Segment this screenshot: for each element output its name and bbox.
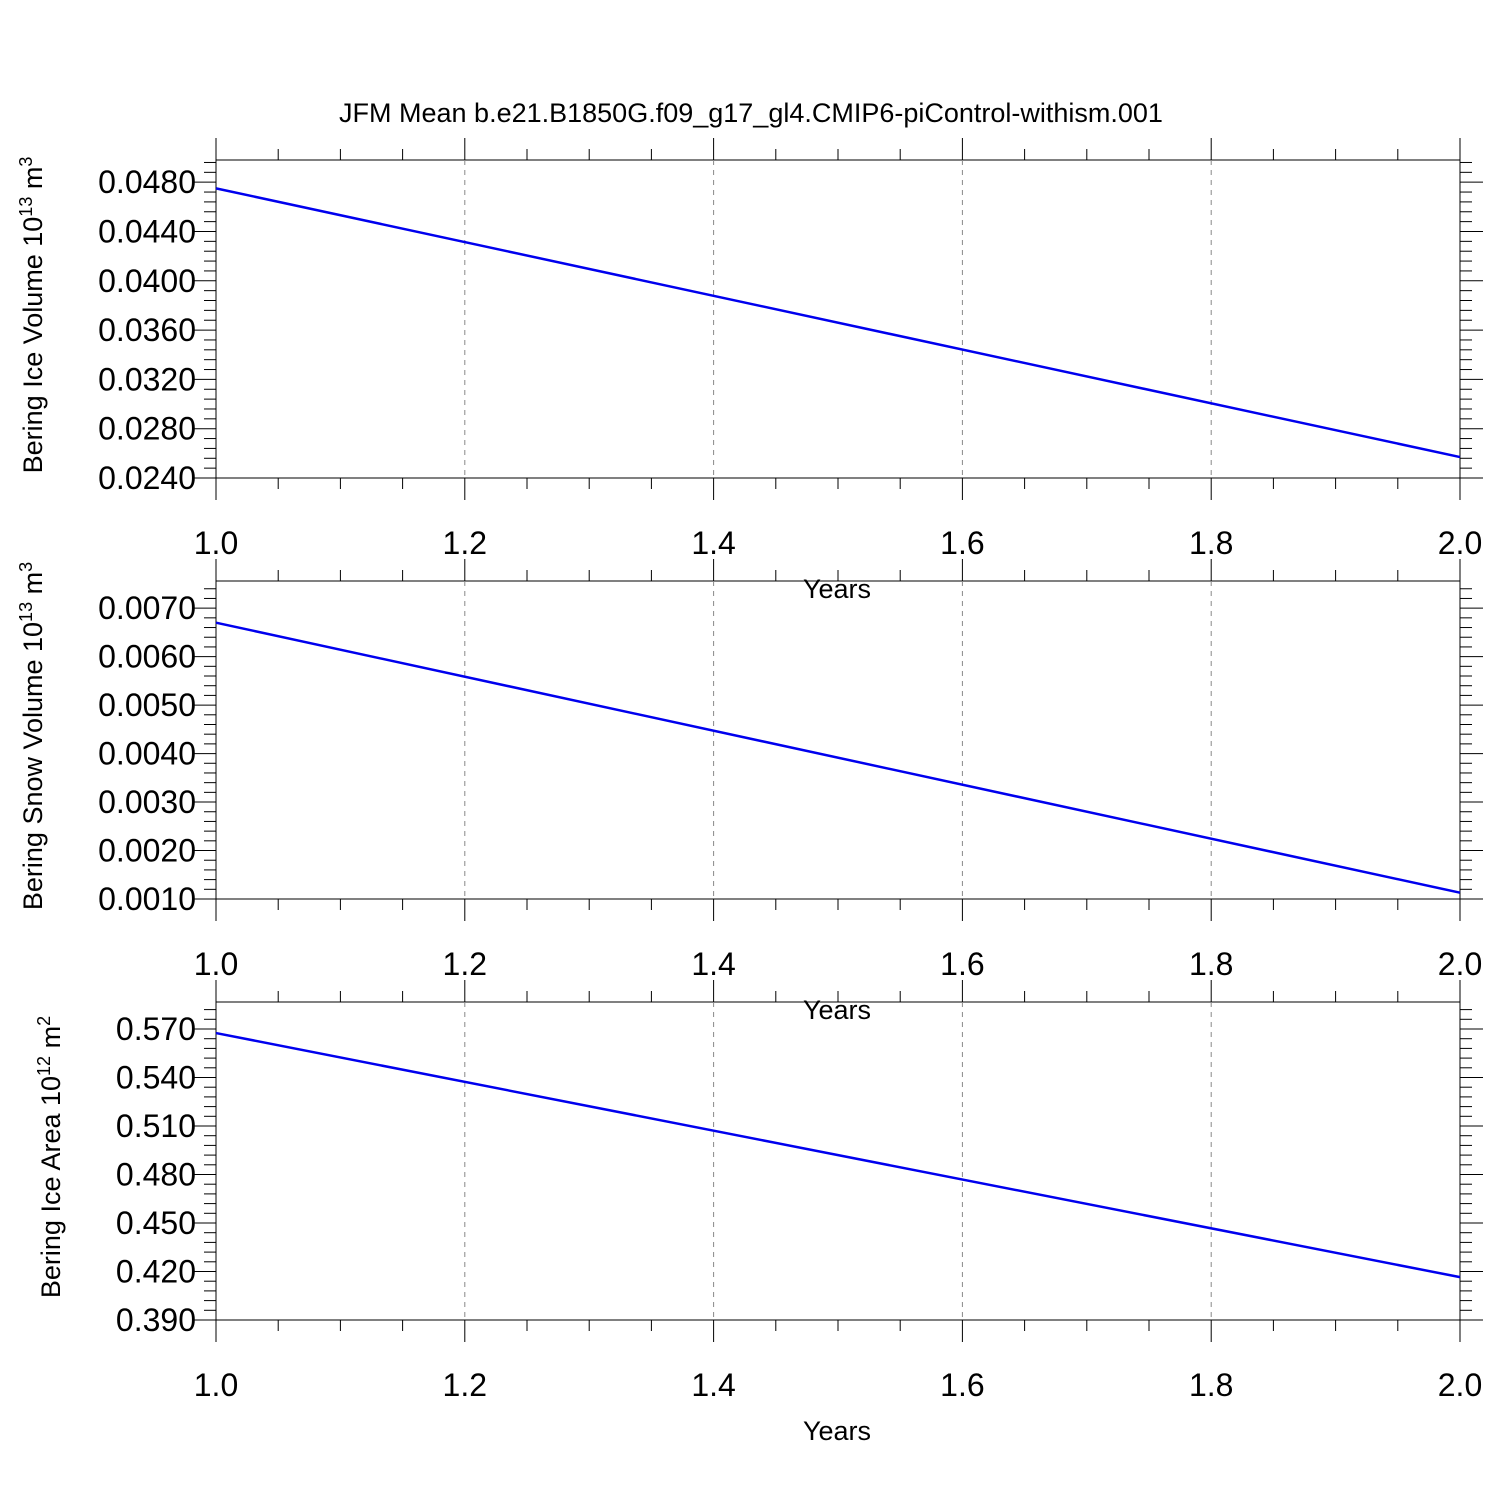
y-tick-label: 0.510 <box>116 1108 196 1144</box>
y-tick-label: 0.540 <box>116 1059 196 1095</box>
chart-panel-2: 1.0 1.2 1.4 1.6 1.8 2.0 0.0010 0.0020 0.0030 0.00… <box>16 559 1483 1025</box>
x-tick-label: 2.0 <box>1438 525 1482 561</box>
figure-title: JFM Mean b.e21.B1850G.f09_g17_gl4.CMIP6-… <box>339 98 1163 128</box>
y-axis-label-part: Bering Ice Area 10 <box>36 1076 66 1298</box>
y-axis-label-part: Bering Ice Volume 10 <box>18 217 48 474</box>
y-tick-label: 0.0360 <box>98 312 196 348</box>
chart-panel-1: 1.0 1.2 1.4 1.6 1.8 2.0 0.0240 0.0280 0.0320 0.03… <box>16 138 1483 604</box>
plot-frame <box>215 1001 1461 1321</box>
y-axis-label-part: 2 <box>34 1016 54 1026</box>
y-tick-label: 0.0020 <box>98 833 196 869</box>
y-tick-label: 0.0030 <box>98 784 196 820</box>
y-tick-label: 0.480 <box>116 1156 196 1192</box>
x-tick-label: 1.8 <box>1189 946 1233 982</box>
y-axis-label: Bering Snow Volume 1013 m3 <box>16 562 48 910</box>
y-tick-label: 0.0050 <box>98 687 196 723</box>
y-tick-label: 0.0440 <box>98 213 196 249</box>
y-tick-label: 0.420 <box>116 1253 196 1289</box>
y-axis-label-part: 12 <box>34 1056 54 1076</box>
x-tick-label: 1.6 <box>940 525 984 561</box>
y-axis-label: Bering Ice Area 1012 m2 <box>34 1016 66 1298</box>
chart-panel-3: 1.0 1.2 1.4 1.6 1.8 2.0 0.390 0.420 0.450 0.480 0.… <box>34 980 1483 1446</box>
x-tick-label: 1.2 <box>443 525 487 561</box>
y-tick-label: 0.0070 <box>98 590 196 626</box>
x-tick-label: 1.0 <box>194 946 238 982</box>
x-tick-label: 2.0 <box>1438 1367 1482 1403</box>
x-tick-label: 1.4 <box>691 525 735 561</box>
x-tick-label: 1.4 <box>691 1367 735 1403</box>
y-axis-label: Bering Ice Volume 1013 m3 <box>16 157 48 474</box>
x-tick-label: 2.0 <box>1438 946 1482 982</box>
y-axis-label-part: 13 <box>16 602 36 622</box>
y-axis-label-part: 3 <box>16 562 36 572</box>
x-tick-label: 1.4 <box>691 946 735 982</box>
y-axis-label-part: m <box>18 572 48 602</box>
x-tick-label: 1.2 <box>443 946 487 982</box>
y-axis-label-part: m <box>36 1026 66 1056</box>
y-tick-label: 0.0400 <box>98 263 196 299</box>
y-axis-label-part: Bering Snow Volume 10 <box>18 622 48 910</box>
y-axis-label-part: 3 <box>16 157 36 167</box>
y-tick-label: 0.0040 <box>98 736 196 772</box>
panels: 1.0 1.2 1.4 1.6 1.8 2.0 0.0240 0.0280 0.0320 0.03… <box>16 138 1483 1446</box>
series-line <box>215 187 1461 459</box>
y-tick-label: 0.0320 <box>98 361 196 397</box>
y-tick-label: 0.0010 <box>98 881 196 917</box>
y-tick-label: 0.0240 <box>98 460 196 496</box>
x-tick-label: 1.2 <box>443 1367 487 1403</box>
series-line <box>215 621 1461 894</box>
y-tick-label: 0.450 <box>116 1205 196 1241</box>
y-tick-label: 0.0480 <box>98 164 196 200</box>
y-tick-label: 0.390 <box>116 1302 196 1338</box>
x-axis-label: Years <box>803 995 871 1025</box>
x-axis-label: Years <box>803 574 871 604</box>
x-tick-label: 1.8 <box>1189 525 1233 561</box>
x-tick-label: 1.8 <box>1189 1367 1233 1403</box>
x-tick-label: 1.0 <box>194 525 238 561</box>
y-tick-label: 0.0060 <box>98 639 196 675</box>
plot-frame <box>215 159 1461 479</box>
y-axis-label-part: 13 <box>16 197 36 217</box>
series-line <box>215 1031 1461 1279</box>
x-axis-label: Years <box>803 1416 871 1446</box>
x-tick-label: 1.0 <box>194 1367 238 1403</box>
x-tick-label: 1.6 <box>940 946 984 982</box>
y-tick-label: 0.0280 <box>98 411 196 447</box>
y-tick-label: 0.570 <box>116 1011 196 1047</box>
y-axis-label-part: m <box>18 167 48 197</box>
x-tick-label: 1.6 <box>940 1367 984 1403</box>
